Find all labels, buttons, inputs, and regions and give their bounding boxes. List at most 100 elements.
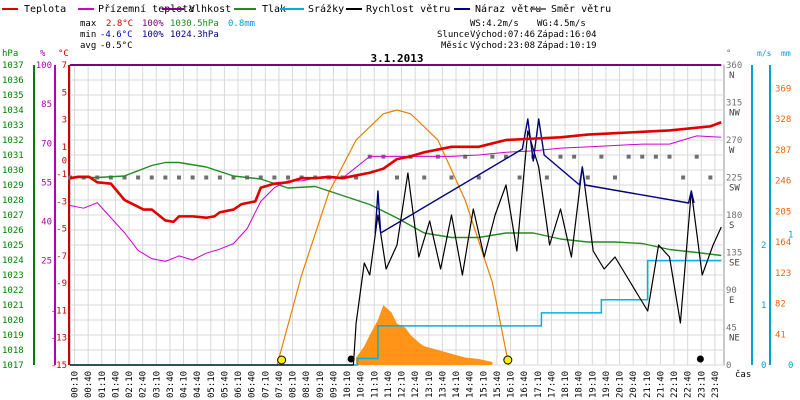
- stats-avg-temp: -0.5°C: [100, 41, 133, 51]
- legend-srazky: Srážky: [308, 3, 344, 15]
- tick-label-dir: 135: [726, 249, 742, 259]
- tick-label-c: -13: [51, 334, 67, 344]
- axis-c-label: °C: [58, 49, 69, 59]
- tick-label-x: 18:10: [561, 371, 571, 398]
- tick-label-x: 08:40: [302, 371, 312, 398]
- wind-dir-point: [585, 175, 590, 180]
- wind-dir-point: [599, 154, 604, 159]
- tick-label-x: 17:10: [534, 371, 544, 398]
- wind-dir-point: [558, 154, 563, 159]
- series-rain-rate: [356, 305, 493, 365]
- stats-avg-label: avg: [80, 41, 96, 51]
- tick-label-dir-name: N: [729, 71, 734, 81]
- tick-label-hpa: 1017: [2, 361, 24, 371]
- wind-dir-point: [694, 154, 699, 159]
- tick-label-pct: 55: [41, 178, 52, 188]
- tick-label-dir-name: SE: [729, 259, 740, 269]
- stats-max-press: 1030.5hPa: [170, 19, 219, 29]
- tick-label-hpa: 1019: [2, 331, 24, 341]
- tick-label-x: 13:40: [438, 371, 448, 398]
- tick-label-x: 10:10: [343, 371, 353, 398]
- tick-label-x: 01:40: [111, 371, 121, 398]
- series-slunce: [276, 109, 510, 366]
- x-axis-label: čas: [735, 369, 751, 380]
- tick-label-dir: 315: [726, 99, 742, 109]
- tick-label-dir: 45: [726, 324, 737, 334]
- axis-ms-label: m/s: [757, 49, 772, 58]
- tick-label-pct: 70: [41, 139, 52, 149]
- tick-label-ms: 2: [761, 241, 766, 251]
- tick-label-x: 02:10: [125, 371, 135, 398]
- legend-prizemni: Přízemní teplota: [98, 3, 194, 15]
- tick-label-x: 05:40: [220, 371, 230, 398]
- tick-label-rate: 41: [775, 330, 786, 340]
- wind-dir-point: [190, 175, 195, 180]
- tick-label-dir: 90: [726, 286, 737, 296]
- tick-label-pct: 40: [41, 218, 52, 228]
- wind-dir-point: [272, 175, 277, 180]
- wind-dir-point: [626, 154, 631, 159]
- stats-mesic: Měsíc: [441, 41, 468, 51]
- wind-dir-point: [217, 175, 222, 180]
- tick-label-x: 23:40: [711, 371, 721, 398]
- tick-label-x: 21:40: [656, 371, 666, 398]
- wind-dir-point: [681, 175, 686, 180]
- wind-dir-point: [136, 175, 141, 180]
- wind-dir-point: [108, 175, 113, 180]
- wind-dir-point: [258, 175, 263, 180]
- tick-label-x: 21:10: [643, 371, 653, 398]
- wind-dir-point: [449, 175, 454, 180]
- series-tlak: [70, 161, 722, 257]
- tick-label-mm: 1: [788, 231, 793, 241]
- series-teplota: [69, 121, 722, 224]
- legend: Teplota Přízemní teplota Vlhkost Tlak Sr…: [2, 3, 611, 15]
- tick-label-dir-name: NE: [729, 334, 740, 344]
- tick-label-x: 22:40: [684, 371, 694, 398]
- wind-dir-point: [504, 154, 508, 159]
- tick-label-c: 5: [62, 88, 67, 98]
- tick-label-x: 01:10: [98, 371, 108, 398]
- tick-label-x: 15:40: [493, 371, 503, 398]
- tick-label-dir: 225: [726, 174, 742, 184]
- tick-label-pct: 100: [36, 61, 52, 71]
- tick-label-dir-name: E: [729, 296, 734, 306]
- tick-label-x: 02:40: [139, 371, 149, 398]
- tick-label-c: -7: [56, 252, 67, 262]
- tick-label-pct: 25: [41, 257, 52, 267]
- series-prizemni: [69, 135, 722, 262]
- tick-label-x: 20:40: [629, 371, 639, 398]
- tick-label-x: 07:10: [261, 371, 271, 398]
- tick-label-rate: 205: [775, 207, 791, 217]
- tick-label-x: 06:10: [234, 371, 244, 398]
- tick-label-hpa: 1020: [2, 316, 24, 326]
- tick-label-c: 1: [62, 143, 67, 153]
- tick-label-x: 18:40: [575, 371, 585, 398]
- tick-label-x: 04:10: [180, 371, 190, 398]
- tick-label-c: -11: [51, 306, 67, 316]
- wind-dir-point: [422, 175, 427, 180]
- tick-label-mm: 0: [788, 361, 793, 371]
- stats-max-temp: 2.8°C: [106, 19, 133, 29]
- tick-label-x: 22:10: [670, 371, 680, 398]
- tick-label-x: 09:40: [329, 371, 339, 398]
- stats-min-label: min: [80, 30, 96, 40]
- tick-label-x: 19:40: [602, 371, 612, 398]
- stats-rain: 0.8mm: [228, 19, 255, 29]
- tick-label-dir: 0: [726, 361, 731, 371]
- wind-dir-point: [476, 175, 481, 180]
- tick-label-rate: 287: [775, 146, 791, 156]
- tick-label-hpa: 1022: [2, 286, 24, 296]
- tick-label-x: 16:40: [520, 371, 530, 398]
- wind-dir-point: [667, 154, 672, 159]
- tick-label-x: 19:10: [588, 371, 598, 398]
- wind-dir-point: [354, 175, 359, 180]
- tick-label-x: 20:10: [616, 371, 626, 398]
- tick-label-x: 13:10: [425, 371, 435, 398]
- stats-mesic-zapad: Západ:10:19: [537, 41, 597, 51]
- tick-label-hpa: 1032: [2, 136, 24, 146]
- wind-dir-point: [122, 175, 127, 180]
- tick-label-hpa: 1024: [2, 256, 24, 266]
- tick-label-x: 12:40: [411, 371, 421, 398]
- stats-max-hum: 100%: [142, 19, 164, 29]
